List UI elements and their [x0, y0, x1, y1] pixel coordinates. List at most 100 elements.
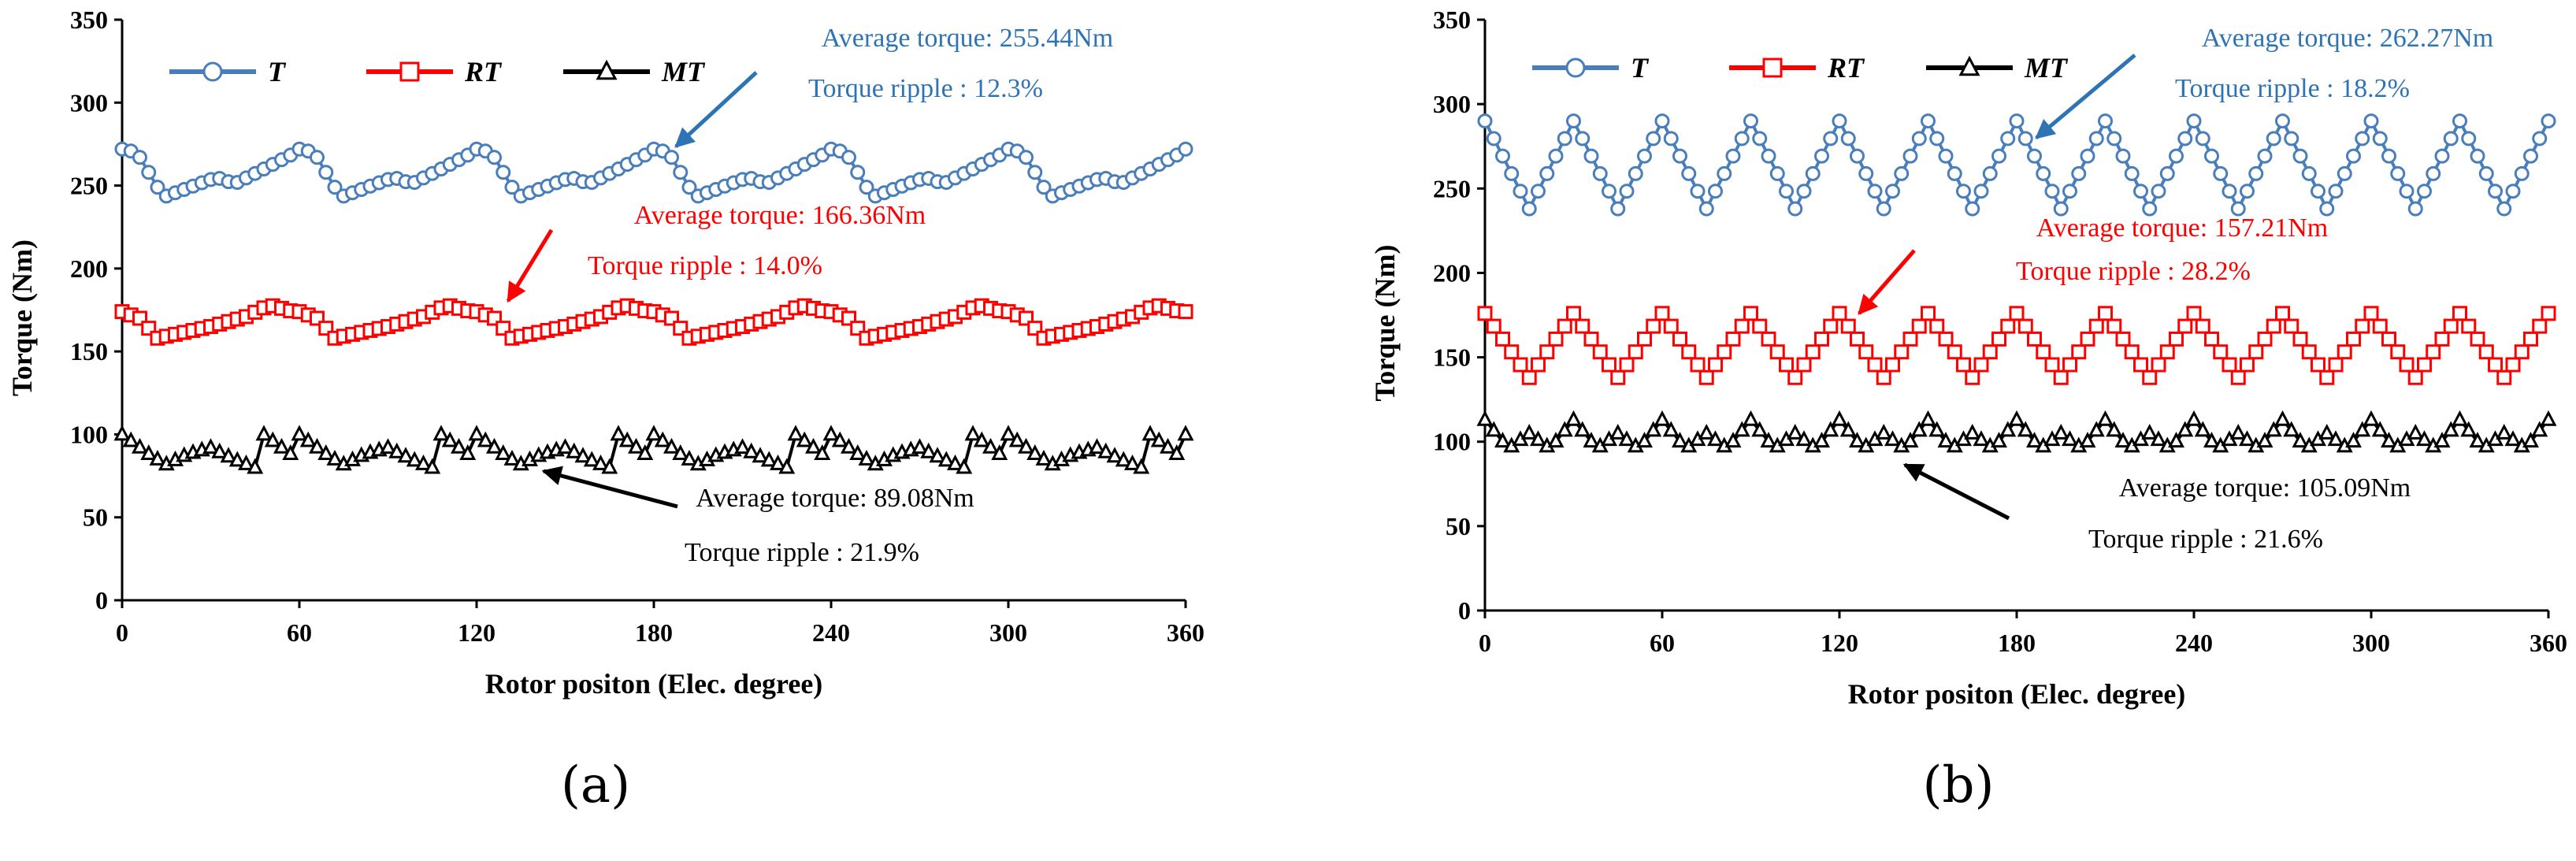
data-point-T	[1991, 148, 2006, 164]
data-point-T	[2044, 184, 2060, 199]
data-point-RT	[1521, 369, 1537, 385]
annotation-t-rip: Torque ripple : 18.2%	[2175, 74, 2410, 103]
data-point-MT	[113, 425, 131, 441]
y-tick-label: 150	[1433, 343, 1471, 372]
data-point-T	[1876, 201, 1891, 217]
data-point-RT	[1938, 331, 1954, 347]
data-point-T	[1681, 165, 1697, 181]
data-point-RT	[2062, 357, 2077, 373]
data-point-RT	[2186, 306, 2202, 321]
data-point-T	[2301, 165, 2317, 181]
data-point-T	[1796, 184, 1812, 199]
data-point-T	[2222, 184, 2237, 199]
data-point-T	[141, 165, 157, 180]
data-point-T	[2230, 201, 2246, 217]
data-point-MT	[238, 455, 254, 470]
annotation-mt-rip: Torque ripple : 21.6%	[2088, 525, 2323, 554]
data-point-T	[1725, 148, 1741, 164]
data-point-T	[2532, 131, 2548, 147]
data-point-MT	[1902, 432, 1919, 448]
data-point-RT	[1779, 357, 1794, 373]
data-point-T	[2133, 184, 2148, 199]
data-point-RT	[1991, 331, 2006, 347]
data-point-MT	[486, 437, 503, 454]
data-point-RT	[2115, 331, 2131, 347]
data-point-T	[1911, 131, 1927, 147]
data-point-MT	[1141, 425, 1159, 441]
annotation-t-avg: Average torque: 262.27Nm	[2202, 24, 2493, 53]
data-point-T	[2151, 184, 2166, 199]
data-point-T	[1531, 184, 1546, 199]
data-point-MT	[2318, 423, 2336, 440]
data-point-T	[2541, 113, 2556, 129]
data-point-MT	[255, 425, 273, 441]
data-point-MT	[2371, 421, 2389, 437]
data-point-T	[1557, 131, 1572, 147]
data-point-MT	[1106, 447, 1123, 463]
data-point-T	[1663, 131, 1679, 147]
data-point-MT	[122, 431, 139, 447]
data-point-MT	[822, 425, 840, 441]
data-point-T	[1036, 180, 1052, 195]
data-point-MT	[2496, 423, 2513, 440]
data-point-MT	[1565, 410, 1582, 426]
data-point-T	[2080, 148, 2095, 164]
data-point-RT	[1725, 331, 1741, 347]
x-tick-label: 120	[1821, 629, 1858, 657]
data-point-RT	[2407, 369, 2423, 385]
data-point-T	[2434, 148, 2450, 164]
data-point-RT	[2080, 331, 2095, 347]
data-point-T	[2275, 113, 2290, 129]
data-point-MT	[282, 444, 299, 460]
data-point-RT	[1672, 331, 1687, 347]
x-tick-label: 60	[287, 618, 312, 647]
data-point-RT	[2088, 318, 2104, 334]
data-point-MT	[1662, 421, 1680, 437]
data-point-MT	[1999, 421, 2017, 437]
y-tick-label: 350	[70, 6, 108, 34]
data-point-MT	[2522, 432, 2539, 448]
data-point-T	[1902, 148, 1918, 164]
data-point-T	[2328, 184, 2344, 199]
data-point-T	[1548, 148, 1564, 164]
data-point-MT	[503, 449, 521, 466]
data-point-T	[2106, 131, 2122, 147]
data-point-RT	[1610, 369, 1626, 385]
data-point-T	[1610, 201, 1626, 217]
data-point-T	[1027, 165, 1043, 180]
data-point-T	[1965, 201, 1980, 217]
data-point-MT	[1920, 410, 1936, 426]
data-point-RT	[1698, 369, 1714, 385]
data-point-T	[2240, 184, 2255, 199]
data-point-T	[487, 150, 502, 165]
data-point-MT	[929, 447, 946, 463]
data-point-MT	[734, 438, 751, 455]
data-point-MT	[2381, 432, 2397, 448]
data-point-RT	[1911, 318, 1927, 334]
x-tick-label: 180	[635, 618, 673, 647]
data-point-RT	[1832, 306, 1847, 321]
x-tick-label: 240	[812, 618, 850, 647]
data-point-T	[2115, 148, 2131, 164]
data-point-MT	[937, 451, 955, 467]
data-point-RT	[2213, 344, 2229, 360]
data-point-RT	[2443, 318, 2459, 334]
data-point-T	[673, 165, 689, 180]
data-point-MT	[583, 451, 600, 467]
data-point-RT	[1805, 344, 1821, 360]
data-point-RT	[2027, 331, 2042, 347]
data-point-MT	[2106, 421, 2123, 437]
data-point-RT	[2372, 318, 2388, 334]
data-point-RT	[2505, 357, 2521, 373]
data-point-RT	[2169, 331, 2184, 347]
x-tick-label: 300	[2352, 629, 2390, 657]
data-point-T	[1858, 165, 1874, 181]
data-point-RT	[2390, 344, 2406, 360]
series-T	[1477, 113, 2556, 217]
data-point-MT	[601, 458, 618, 474]
data-point-T	[1672, 148, 1687, 164]
data-point-MT	[1973, 430, 1990, 447]
data-point-MT	[291, 425, 308, 441]
data-point-RT	[2355, 318, 2370, 334]
data-point-MT	[2097, 410, 2114, 426]
